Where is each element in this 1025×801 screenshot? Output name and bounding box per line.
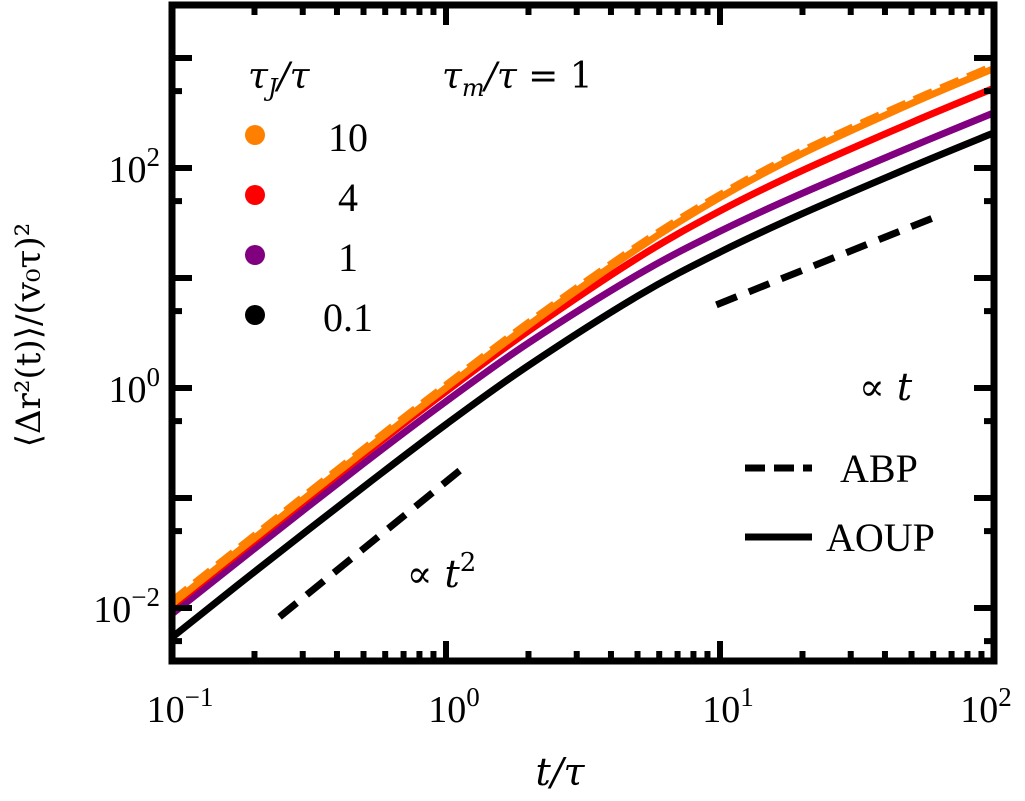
y-tick-label: 100 [109, 362, 161, 411]
guide-line-diffusive [715, 212, 941, 309]
abp-legend-label: ABP [840, 446, 918, 491]
legend: 10 4 1 0.1 [245, 115, 373, 340]
x-axis-label: t/τ [535, 750, 585, 794]
legend-label: 0.1 [323, 295, 373, 340]
x-tick-label: 10−1 [147, 682, 214, 731]
guide-label-diffusive: ∝ t [859, 365, 913, 409]
legend-marker [245, 125, 265, 145]
x-tick-label: 100 [428, 682, 480, 731]
style-legend: ABP AOUP [745, 446, 935, 560]
legend-label: 4 [338, 175, 358, 220]
series-aoup-tauj-0_1 [169, 129, 996, 641]
x-tick-label: 101 [702, 682, 754, 731]
y-axis-label: ⟨Δr²(t)⟩/(v₀τ)² [9, 223, 49, 447]
x-tick-label: 102 [960, 682, 1012, 731]
legend-title: τJ/τ [248, 56, 311, 102]
curves [169, 62, 996, 641]
y-tick-label: 102 [109, 142, 161, 191]
legend-marker [245, 305, 265, 325]
legend-label: 10 [328, 115, 368, 160]
legend-marker [245, 245, 265, 265]
legend-label: 1 [338, 235, 358, 280]
guide-line-ballistic [277, 462, 469, 620]
series-aoup-tauj-1 [169, 109, 996, 617]
y-tick-label: 10−2 [93, 582, 160, 631]
series-abp-tauj-10 [169, 62, 996, 604]
legend-marker [245, 185, 265, 205]
aoup-legend-label: AOUP [826, 515, 935, 560]
guide-label-ballistic: ∝ t2 [407, 548, 477, 596]
parameter-annotation: τm/τ = 1 [442, 56, 593, 102]
tick-labels: 10−1 100 101 102 10−2 100 102 [93, 142, 1011, 731]
plot-frame [168, 1, 998, 665]
